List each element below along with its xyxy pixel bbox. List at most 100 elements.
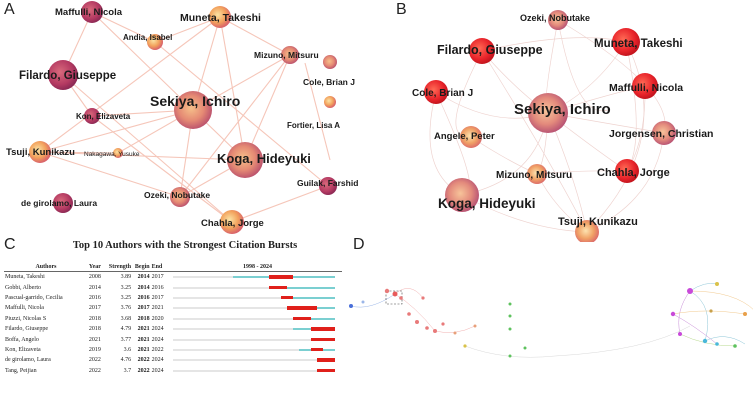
label-a-muneta: Muneta, Takeshi <box>180 12 261 24</box>
panel-b: B <box>376 0 753 242</box>
node-b-chahla <box>615 159 639 183</box>
node-d <box>508 314 512 318</box>
node-b-jorgensen <box>652 121 676 145</box>
burst-bar <box>311 347 324 352</box>
network-a: Maffulli, Nicola Andia, Isabel Muneta, T… <box>6 1 358 234</box>
row-begin: 2014 <box>137 274 150 281</box>
node-a-filardo <box>48 60 78 90</box>
node-b-koga <box>445 178 479 212</box>
header-strength: Strength <box>107 262 133 272</box>
label-b-sekiya: Sekiya, Ichiro <box>514 101 611 118</box>
pre-period <box>173 328 294 331</box>
burst-bar <box>317 368 336 373</box>
node-a-koga <box>227 142 263 178</box>
node-d <box>715 342 719 346</box>
network-d-links <box>350 283 753 358</box>
row-end: 2024 <box>151 357 164 364</box>
node-d <box>733 344 737 348</box>
node-d <box>670 311 676 317</box>
header-authors: Authors <box>4 262 88 272</box>
row-year: 2019 <box>88 346 101 353</box>
row-author: de girolamo, Laura <box>5 357 51 364</box>
network-a-nodes <box>29 1 337 234</box>
node-d <box>743 312 747 316</box>
pre-period <box>173 317 294 320</box>
node-d <box>678 332 682 336</box>
label-a-koga: Koga, Hideyuki <box>217 151 311 166</box>
row-strength: 3.25 <box>120 294 132 301</box>
row-end: 2022 <box>151 346 164 353</box>
row-year: 2018 <box>88 315 101 322</box>
network-d-nodes <box>349 282 747 358</box>
pre-period <box>173 296 282 299</box>
pre-period <box>173 276 234 279</box>
header-begin: Begin <box>132 262 151 272</box>
label-a-kon: Kon, Elizaveta <box>76 112 131 121</box>
node-b-cole <box>424 80 448 104</box>
pre-period <box>173 338 312 341</box>
row-author: Piuzzi, Nicolas S <box>5 315 47 322</box>
row-begin: 2014 <box>137 284 150 291</box>
row-author: Boffa, Angelo <box>5 336 39 343</box>
node-d <box>399 296 403 300</box>
node-b-mizuno <box>527 164 547 184</box>
label-a-tsuji: Tsuji, Kunikazu <box>6 147 75 158</box>
label-a-degirolamo: de girolamo, Laura <box>21 198 97 208</box>
label-b-filardo: Filardo, Giuseppe <box>437 43 543 57</box>
node-b-ozeki <box>548 10 568 30</box>
row-year: 2018 <box>88 326 101 333</box>
node-d <box>715 282 719 286</box>
label-b-cole: Cole, Brian J <box>412 88 473 99</box>
row-strength: 4.76 <box>120 357 132 364</box>
node-a-andia <box>147 34 163 50</box>
node-d <box>349 304 353 308</box>
row-begin: 2021 <box>137 336 150 343</box>
label-b-chahla: Chahla, Jorge <box>597 167 670 179</box>
burst-row: de girolamo, Laura 2022 4.76 2022 2024 <box>4 355 342 365</box>
burst-row: Tang, Peijian 2022 3.7 2022 2024 <box>4 366 342 376</box>
burst-bar <box>269 275 294 279</box>
label-a-ozeki: Ozeki, Nobutake <box>144 190 210 200</box>
pre-period <box>173 348 300 351</box>
row-author: Pascual-garrido, Cecilia <box>5 294 63 301</box>
row-end: 2021 <box>151 305 164 312</box>
row-timeline <box>173 324 342 334</box>
row-author: Muneta, Takeshi <box>5 274 45 281</box>
label-a-guilak: Guilak, Farshid <box>297 178 358 188</box>
burst-row: Gobbi, Alberto 2014 3.25 2014 2016 <box>4 282 342 292</box>
burst-row: Boffa, Angelo 2021 3.77 2021 2024 <box>4 334 342 344</box>
label-b-tsuji: Tsuji, Kunikazu <box>558 216 638 228</box>
label-a-chahla: Chahla, Jorge <box>201 218 264 229</box>
panel-label-a: A <box>4 1 15 18</box>
burst-bar <box>293 316 312 321</box>
node-d <box>702 338 708 344</box>
row-timeline <box>173 293 342 303</box>
row-author: Filardo, Giuseppe <box>5 326 48 333</box>
header-end: End <box>150 262 174 272</box>
node-b-tsuji <box>575 220 599 242</box>
panel-a: A <box>0 0 376 236</box>
row-timeline <box>173 334 342 344</box>
node-b-muneta <box>612 28 640 56</box>
node-a-sekiya <box>174 91 212 129</box>
panel-label-b: B <box>396 1 407 18</box>
node-d <box>421 296 425 300</box>
burst-bar <box>281 295 294 300</box>
row-author: Gobbi, Alberto <box>5 284 41 291</box>
label-a-andia: Andia, Isabel <box>123 33 172 42</box>
label-a-filardo: Filardo, Giuseppe <box>19 70 116 82</box>
row-year: 2021 <box>88 336 101 343</box>
row-timeline <box>173 366 342 376</box>
node-d <box>415 320 419 324</box>
row-author: Maffulli, Nicola <box>5 305 44 312</box>
label-b-angele: Angele, Peter <box>434 131 495 142</box>
label-b-mizuno: Mizuno, Mitsuru <box>496 170 572 181</box>
node-a-nakagawa <box>113 148 123 158</box>
node-a-degirolamo <box>53 193 73 213</box>
node-d <box>523 346 527 350</box>
row-begin: 2018 <box>137 315 150 322</box>
node-d <box>473 324 477 328</box>
row-year: 2022 <box>88 357 101 364</box>
header-range: 1998 - 2024 <box>173 262 342 272</box>
row-strength: 3.7 <box>123 367 132 374</box>
